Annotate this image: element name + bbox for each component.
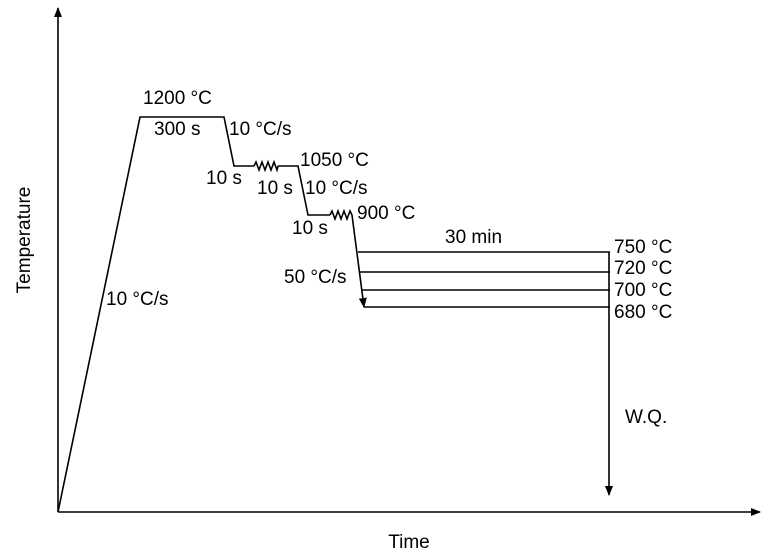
label: 900 °C bbox=[357, 203, 415, 224]
deformation-spring bbox=[329, 208, 353, 222]
cooling-line bbox=[351, 214, 367, 308]
label: 10 °C/s bbox=[229, 119, 292, 140]
label: W.Q. bbox=[625, 407, 667, 428]
y-axis-label: Temperature bbox=[14, 187, 35, 294]
label: 30 min bbox=[445, 227, 502, 248]
label: 720 °C bbox=[614, 258, 672, 279]
deformation-spring bbox=[253, 159, 279, 173]
label: 10 s bbox=[206, 168, 242, 189]
label: 680 °C bbox=[614, 302, 672, 323]
schedule-path bbox=[57, 116, 330, 513]
label: 700 °C bbox=[614, 280, 672, 301]
label: 10 °C/s bbox=[305, 178, 368, 199]
label: 10 s bbox=[292, 218, 328, 239]
label: 10 °C/s bbox=[106, 289, 169, 310]
label: 300 s bbox=[154, 119, 200, 140]
label: 10 s bbox=[257, 178, 293, 199]
label: 1050 °C bbox=[300, 150, 369, 171]
label: 1200 °C bbox=[143, 88, 212, 109]
x-axis-label: Time bbox=[388, 532, 430, 553]
label: 750 °C bbox=[614, 237, 672, 258]
label: 50 °C/s bbox=[284, 267, 347, 288]
